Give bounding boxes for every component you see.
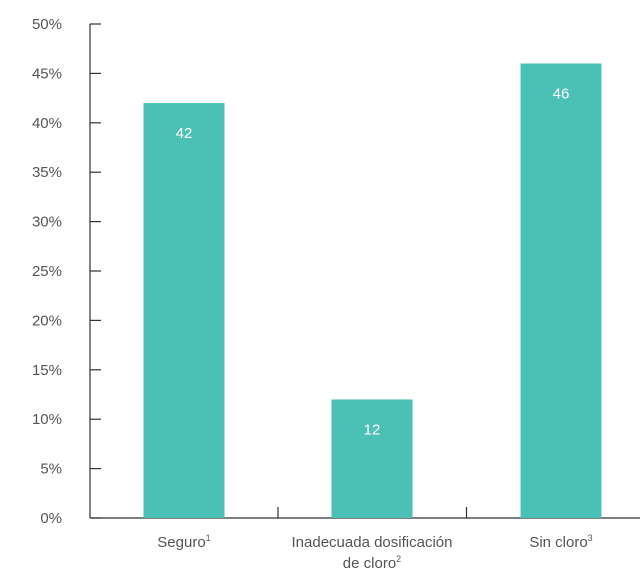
category-label: Inadecuada dosificación — [292, 534, 453, 551]
y-tick-label: 0% — [40, 510, 62, 527]
y-tick-label: 5% — [40, 461, 62, 478]
y-tick-label: 20% — [32, 312, 62, 329]
y-tick-label: 15% — [32, 362, 62, 379]
category-label: de cloro2 — [343, 554, 401, 570]
y-axis: 0% 5% 10% 15% 20% 25% 30% 35% 40% 45% 50% — [32, 16, 101, 527]
category-labels: Seguro1 Inadecuada dosificación de cloro2 S… — [157, 533, 592, 570]
data-labels: 42 12 46 — [176, 86, 570, 439]
y-tick-label: 30% — [32, 214, 62, 231]
data-label: 12 — [364, 421, 381, 438]
data-label: 46 — [553, 86, 570, 103]
bar — [143, 103, 225, 518]
y-tick-label: 40% — [32, 115, 62, 132]
category-label: Sin cloro3 — [529, 533, 592, 551]
category-label: Seguro1 — [157, 533, 210, 551]
y-tick-label: 45% — [32, 65, 62, 82]
bars — [143, 63, 602, 519]
y-tick-label: 35% — [32, 164, 62, 181]
bar — [520, 63, 602, 519]
y-tick-label: 25% — [32, 263, 62, 280]
y-tick-label: 50% — [32, 16, 62, 33]
bar — [331, 399, 413, 518]
y-tick-label: 10% — [32, 411, 62, 428]
data-label: 42 — [176, 125, 193, 142]
